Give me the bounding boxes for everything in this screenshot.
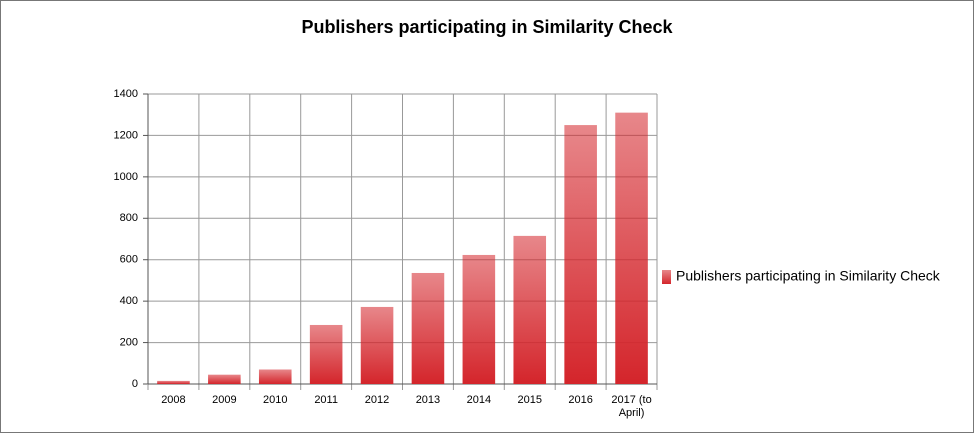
x-tick-label: 2015: [517, 394, 542, 406]
x-tick-label: 2013: [415, 394, 441, 406]
x-tick-label: 2009: [212, 394, 237, 406]
x-tick-label: 2016: [568, 394, 593, 406]
x-tick-label: 2014: [466, 394, 492, 406]
x-tick-label: 2012: [364, 394, 390, 406]
bar: [258, 369, 292, 384]
bar: [564, 125, 597, 385]
x-tick-label: 2011: [314, 394, 338, 406]
bar: [615, 112, 648, 385]
y-tick-label: 1200: [114, 129, 138, 141]
bar: [360, 306, 394, 384]
legend-swatch: [662, 270, 671, 284]
x-tick-label: 2017 (to April): [611, 394, 652, 419]
bar: [462, 254, 496, 384]
y-tick-label: 600: [120, 254, 138, 266]
bar: [208, 374, 241, 384]
y-tick-label: 0: [132, 378, 138, 390]
y-tick-label: 200: [120, 336, 138, 348]
bar: [157, 380, 190, 384]
legend-label: Publishers participating in Similarity C…: [676, 268, 941, 284]
bar: [513, 235, 547, 384]
x-tick-label: 2010: [263, 394, 288, 406]
x-tick-label: 2008: [161, 394, 186, 406]
y-tick-label: 800: [120, 212, 138, 224]
bar: [411, 272, 445, 384]
y-tick-label: 1400: [114, 88, 138, 100]
chart-title: Publishers participating in Similarity C…: [301, 17, 673, 37]
bar: [309, 324, 343, 384]
y-tick-label: 1000: [114, 171, 138, 183]
y-tick-label: 400: [120, 295, 138, 307]
